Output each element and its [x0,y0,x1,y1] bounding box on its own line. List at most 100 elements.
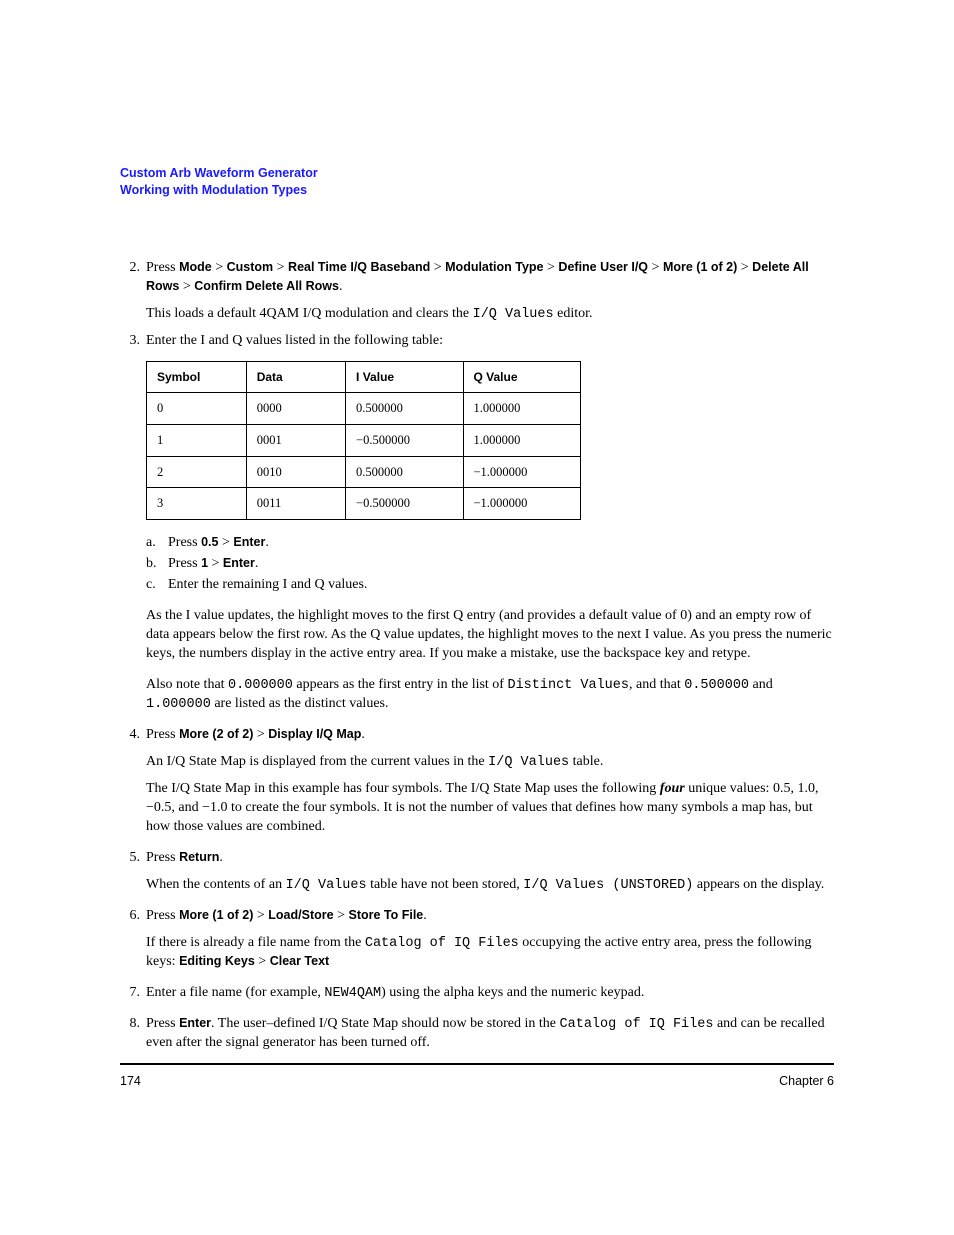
col-qvalue: Q Value [463,361,581,392]
sub-c: c. Enter the remaining I and Q values. [146,576,834,595]
key: Enter [223,556,255,570]
page-footer: 174 Chapter 6 [120,1063,834,1090]
cell: 0000 [246,392,345,424]
para: As the I value updates, the highlight mo… [146,607,834,664]
sep: > [430,260,445,275]
para: An I/Q State Map is displayed from the c… [146,753,834,772]
key: More (1 of 2) [179,908,253,922]
step-body: Press Return. When the contents of an I/… [146,849,834,895]
sub-letter: c. [146,576,168,595]
text: , and that [629,677,684,692]
mono: I/Q Values (UNSTORED) [523,878,693,893]
header-line-1: Custom Arb Waveform Generator [120,165,834,182]
trail: . [339,279,343,294]
cell: 1 [147,424,247,456]
para: The I/Q State Map in this example has fo… [146,780,834,837]
key: Clear Text [270,954,330,968]
key: Store To File [348,908,423,922]
key: More (2 of 2) [179,727,253,741]
cell: 3 [147,488,247,520]
key-custom: Custom [227,260,274,274]
document-page: Custom Arb Waveform Generator Working wi… [0,0,954,1235]
page-header: Custom Arb Waveform Generator Working wi… [120,165,834,199]
trail: . [255,556,259,571]
cell: 2 [147,456,247,488]
sep: > [648,260,663,275]
col-symbol: Symbol [147,361,247,392]
mono: NEW4QAM [324,986,381,1001]
key: Display I/Q Map [268,727,361,741]
sub-steps: a. Press 0.5 > Enter. b. Press 1 > Enter… [146,534,834,595]
sub-body: Enter the remaining I and Q values. [168,576,367,595]
step-body: Enter the I and Q values listed in the f… [146,332,834,714]
para: Also note that 0.000000 appears as the f… [146,676,834,714]
text: Enter a file name (for example, [146,985,324,1000]
step-body: Press Enter. The user–defined I/Q State … [146,1015,834,1053]
step-body: Enter a file name (for example, NEW4QAM)… [146,984,834,1003]
key-defuser: Define User I/Q [558,260,648,274]
cell: 0.500000 [346,392,463,424]
step-number: 7. [120,984,146,1003]
key-confirm: Confirm Delete All Rows [194,279,339,293]
table-row: 3 0011 −0.500000 −1.000000 [147,488,581,520]
text: Press [168,535,201,550]
sub-body: Press 0.5 > Enter. [168,534,269,553]
step-body: Press More (1 of 2) > Load/Store > Store… [146,907,834,972]
key-more: More (1 of 2) [663,260,737,274]
cell: 0010 [246,456,345,488]
step-4: 4. Press More (2 of 2) > Display I/Q Map… [120,726,834,837]
text: Press [146,260,179,275]
table-row: 0 0000 0.500000 1.000000 [147,392,581,424]
cell: −0.500000 [346,424,463,456]
text: appears on the display. [693,877,824,892]
step-5: 5. Press Return. When the contents of an… [120,849,834,895]
step-3: 3. Enter the I and Q values listed in th… [120,332,834,714]
key-mode: Mode [179,260,212,274]
para: When the contents of an I/Q Values table… [146,876,834,895]
step-number: 2. [120,259,146,324]
sub-letter: a. [146,534,168,553]
step-number: 3. [120,332,146,714]
key: 1 [201,556,208,570]
text: An I/Q State Map is displayed from the c… [146,754,488,769]
text: Enter the I and Q values listed in the f… [146,333,443,348]
mono: Catalog of IQ Files [365,936,519,951]
text: Also note that [146,677,228,692]
col-data: Data [246,361,345,392]
trail: . [219,850,223,865]
cell: 0011 [246,488,345,520]
sep: > [273,260,288,275]
cell: 1.000000 [463,392,581,424]
cell: −1.000000 [463,488,581,520]
col-ivalue: I Value [346,361,463,392]
key: Return [179,850,219,864]
step-number: 8. [120,1015,146,1053]
table-row: 2 0010 0.500000 −1.000000 [147,456,581,488]
step-2: 2. Press Mode > Custom > Real Time I/Q B… [120,259,834,324]
sub-a: a. Press 0.5 > Enter. [146,534,834,553]
mono: I/Q Values [473,307,554,322]
mono: I/Q Values [286,878,367,893]
sep: > [253,908,268,923]
cell: 0001 [246,424,345,456]
key-rtiq: Real Time I/Q Baseband [288,260,430,274]
text: table have not been stored, [367,877,524,892]
cell: 0.500000 [346,456,463,488]
header-line-2: Working with Modulation Types [120,182,834,199]
text: If there is already a file name from the [146,935,365,950]
sep: > [253,727,268,742]
step-2-body: This loads a default 4QAM I/Q modulation… [146,305,834,324]
cell: 1.000000 [463,424,581,456]
text: table. [569,754,603,769]
mono: I/Q Values [488,755,569,770]
mono: 0.000000 [228,678,293,693]
text: Press [146,850,179,865]
sep: > [179,279,194,294]
table-header-row: Symbol Data I Value Q Value [147,361,581,392]
text: Press [146,1016,179,1031]
sep: > [255,954,270,969]
trail: . [361,727,365,742]
text: . The user–defined I/Q State Map should … [211,1016,560,1031]
key: Enter [179,1016,211,1030]
text: This loads a default 4QAM I/Q modulation… [146,306,473,321]
